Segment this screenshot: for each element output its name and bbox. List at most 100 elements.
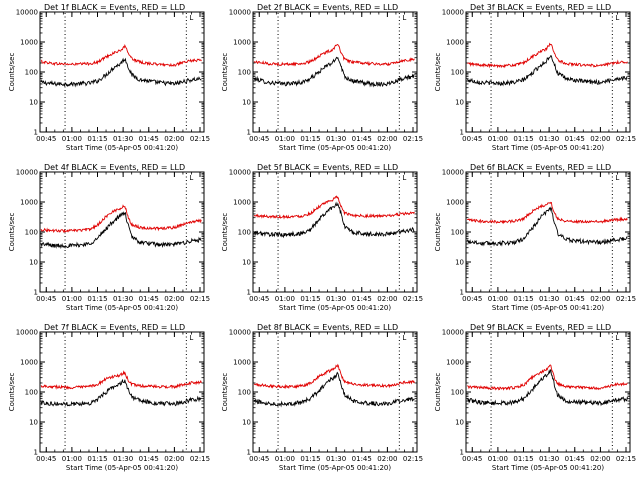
chart-title: Det 6f BLACK = Events, RED = LLD — [470, 163, 611, 172]
y-tick-label: 10000 — [229, 169, 251, 177]
y-axis-label: Counts/sec — [221, 53, 229, 92]
chart-title: Det 4f BLACK = Events, RED = LLD — [44, 163, 185, 172]
y-tick-label: 100 — [451, 69, 464, 77]
marker-label: L — [615, 14, 619, 22]
x-tick-label: 01:45 — [352, 455, 372, 463]
y-tick-label: 1000 — [446, 359, 464, 367]
chart-panel: Det 2f BLACK = Events, RED = LLD 1 10 100 10… — [221, 3, 423, 152]
x-tick-label: 01:45 — [565, 295, 585, 303]
x-tick-label: 01:00 — [488, 135, 508, 143]
y-axis-label: Counts/sec — [8, 53, 16, 92]
series-line-events — [253, 56, 415, 88]
y-tick-label: 10 — [29, 259, 38, 267]
x-tick-label: 02:15 — [190, 295, 210, 303]
x-tick-label: 02:15 — [403, 455, 423, 463]
x-tick-label: 01:45 — [352, 295, 372, 303]
marker-label: L — [189, 334, 193, 342]
y-tick-label: 10000 — [442, 169, 464, 177]
y-axis-label: Counts/sec — [8, 373, 16, 412]
x-tick-label: 00:45 — [36, 455, 56, 463]
x-tick-label: 01:00 — [488, 455, 508, 463]
x-tick-label: 01:15 — [300, 455, 320, 463]
y-axis-label: Counts/sec — [8, 213, 16, 252]
y-axis-label: Counts/sec — [221, 213, 229, 252]
x-tick-label: 01:45 — [139, 455, 159, 463]
x-tick-label: 01:30 — [113, 295, 133, 303]
series-line-events — [253, 371, 415, 408]
chart-title: Det 7f BLACK = Events, RED = LLD — [44, 323, 185, 332]
x-axis-label: Start Time (05-Apr-05 00:41:20) — [66, 304, 178, 312]
x-tick-label: 01:15 — [87, 295, 107, 303]
x-tick-label: 01:45 — [565, 135, 585, 143]
y-tick-label: 100 — [238, 389, 251, 397]
series-line-lld — [40, 204, 202, 234]
x-tick-label: 01:15 — [513, 455, 533, 463]
x-axis-label: Start Time (05-Apr-05 00:41:20) — [66, 464, 178, 472]
marker-label: L — [402, 14, 406, 22]
x-tick-label: 02:00 — [377, 135, 397, 143]
x-axis-label: Start Time (05-Apr-05 00:41:20) — [492, 304, 604, 312]
x-tick-label: 02:15 — [403, 295, 423, 303]
y-tick-label: 10000 — [16, 329, 38, 337]
series-line-events — [466, 369, 628, 407]
x-tick-label: 01:45 — [352, 135, 372, 143]
chart-title: Det 3f BLACK = Events, RED = LLD — [470, 3, 611, 12]
x-axis-label: Start Time (05-Apr-05 00:41:20) — [492, 464, 604, 472]
x-tick-label: 01:30 — [113, 455, 133, 463]
y-tick-label: 1000 — [446, 199, 464, 207]
x-tick-label: 02:00 — [590, 455, 610, 463]
x-tick-label: 00:45 — [249, 135, 269, 143]
y-tick-label: 10 — [455, 419, 464, 427]
x-tick-label: 02:00 — [164, 135, 184, 143]
series-line-lld — [467, 364, 628, 391]
marker-label: L — [402, 174, 406, 182]
y-tick-label: 10 — [242, 419, 251, 427]
y-axis-label: Counts/sec — [434, 373, 442, 412]
y-tick-label: 1000 — [20, 359, 38, 367]
y-tick-label: 10000 — [229, 9, 251, 17]
chart-panel: Det 8f BLACK = Events, RED = LLD 1 10 100 10… — [221, 323, 423, 472]
series-line-events — [467, 206, 628, 247]
series-line-lld — [253, 195, 415, 220]
x-tick-label: 01:15 — [87, 135, 107, 143]
x-tick-label: 00:45 — [36, 295, 56, 303]
x-tick-label: 02:15 — [616, 135, 636, 143]
x-tick-label: 02:15 — [190, 455, 210, 463]
y-tick-label: 1000 — [233, 199, 251, 207]
x-tick-label: 01:15 — [300, 135, 320, 143]
plot-frame — [39, 11, 205, 133]
chart-title: Det 9f BLACK = Events, RED = LLD — [470, 323, 611, 332]
y-tick-label: 10000 — [16, 169, 38, 177]
y-tick-label: 1 — [34, 289, 38, 297]
y-tick-label: 1000 — [20, 39, 38, 47]
series-line-events — [253, 201, 415, 239]
plot-frame — [252, 11, 418, 133]
series-line-lld — [40, 370, 202, 390]
y-axis-label: Counts/sec — [221, 373, 229, 412]
x-tick-label: 01:30 — [326, 295, 346, 303]
chart-panel: Det 6f BLACK = Events, RED = LLD 1 10 100 10… — [434, 163, 636, 312]
y-tick-label: 1000 — [233, 39, 251, 47]
y-axis-label: Counts/sec — [434, 213, 442, 252]
series-line-events — [40, 378, 202, 407]
y-tick-label: 1 — [460, 289, 464, 297]
y-tick-label: 100 — [451, 389, 464, 397]
x-tick-label: 01:30 — [113, 135, 133, 143]
x-tick-label: 00:45 — [249, 455, 269, 463]
marker-label: L — [189, 174, 193, 182]
y-tick-label: 100 — [451, 229, 464, 237]
x-tick-label: 00:45 — [462, 455, 482, 463]
y-tick-label: 100 — [238, 69, 251, 77]
plot-frame — [465, 331, 631, 453]
chart-panel: Det 3f BLACK = Events, RED = LLD 1 10 100 10… — [434, 3, 636, 152]
x-tick-label: 02:00 — [377, 295, 397, 303]
x-axis-label: Start Time (05-Apr-05 00:41:20) — [66, 144, 178, 152]
marker-label: L — [402, 334, 406, 342]
x-tick-label: 00:45 — [462, 295, 482, 303]
x-tick-label: 02:15 — [190, 135, 210, 143]
y-tick-label: 100 — [25, 69, 38, 77]
series-line-lld — [40, 43, 202, 67]
marker-label: L — [615, 334, 619, 342]
y-tick-label: 1 — [247, 449, 251, 457]
